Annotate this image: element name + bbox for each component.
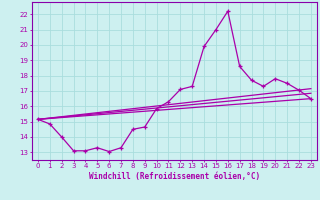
X-axis label: Windchill (Refroidissement éolien,°C): Windchill (Refroidissement éolien,°C) <box>89 172 260 181</box>
